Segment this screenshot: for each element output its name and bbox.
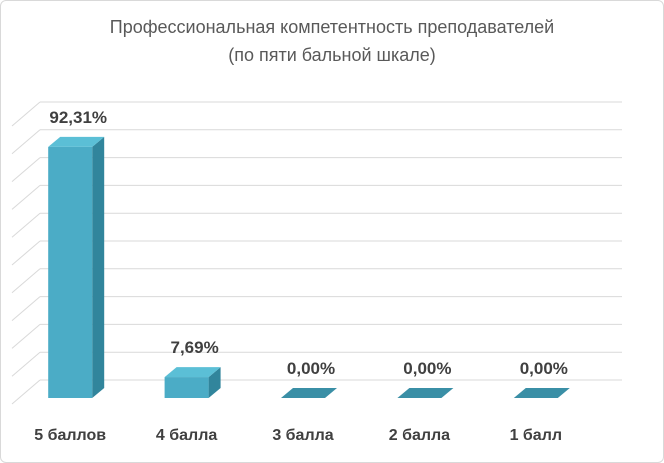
- gridline-depth: [11, 268, 41, 294]
- data-label: 0,00%: [403, 359, 451, 378]
- bar: [164, 377, 209, 398]
- category-label: 2 балла: [389, 427, 450, 444]
- data-label: 0,00%: [287, 359, 335, 378]
- gridline-depth: [11, 212, 41, 238]
- gridline-depth: [11, 379, 41, 405]
- gridline-depth: [11, 185, 41, 210]
- bar-top: [281, 388, 337, 398]
- bar-top: [48, 136, 105, 147]
- data-label: 7,69%: [170, 338, 218, 357]
- gridline-depth: [11, 296, 41, 321]
- gridline-depth: [11, 101, 41, 127]
- bar-side: [92, 136, 105, 398]
- category-label: 1 балл: [510, 427, 562, 444]
- category-label: 5 баллов: [34, 427, 106, 444]
- gridline-depth: [11, 129, 41, 155]
- chart-title: Профессиональная компетентность преподав…: [109, 17, 555, 37]
- bar-top: [397, 388, 454, 398]
- gridline-depth: [11, 240, 41, 266]
- bar-top: [513, 388, 570, 398]
- category-label: 4 балла: [156, 427, 217, 444]
- gridline-depth: [11, 351, 41, 377]
- chart-subtitle: (по пяти бальной шкале): [228, 45, 436, 65]
- bar: [48, 146, 93, 398]
- category-label: 3 балла: [272, 427, 333, 444]
- gridline-depth: [11, 157, 41, 182]
- bar-side: [208, 367, 221, 398]
- bar-top: [164, 367, 221, 378]
- data-label: 92,31%: [49, 108, 107, 127]
- gridline-depth: [11, 324, 41, 349]
- data-label: 0,00%: [520, 359, 568, 378]
